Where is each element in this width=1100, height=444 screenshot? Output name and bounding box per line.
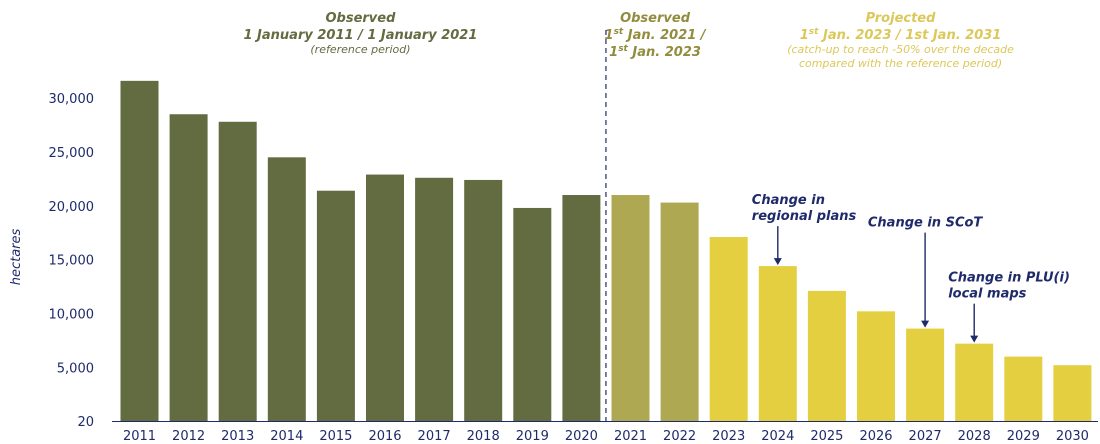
x-tick-label: 2030	[1056, 429, 1089, 444]
x-tick-label: 2026	[859, 429, 892, 444]
y-tick-label: 5,000	[57, 361, 94, 376]
x-tick-label: 2027	[909, 429, 942, 444]
x-tick-label: 2019	[516, 429, 549, 444]
x-tick-label: 2025	[810, 429, 843, 444]
bar-2017	[415, 177, 454, 421]
y-axis-ticks: 20 5,000 10,000 15,000 20,000 25,000 30,000	[49, 92, 95, 430]
x-tick-label: 2012	[172, 429, 205, 444]
annotation-arrow-head	[970, 335, 979, 343]
period-title-line: Observed	[620, 11, 691, 26]
x-tick-label: 2024	[761, 429, 794, 444]
period-title-line: 1 January 2011 / 1 January 2021	[243, 28, 477, 43]
x-tick-label: 2013	[221, 429, 254, 444]
bar-2018	[464, 179, 503, 421]
y-tick-label: 15,000	[49, 254, 95, 269]
y-tick-label: 30,000	[49, 92, 95, 107]
bar-2025	[807, 290, 846, 421]
y-tick-label: 20,000	[49, 200, 95, 215]
y-tick-label: 10,000	[49, 308, 95, 323]
period-subtitle-line: compared with the reference period)	[799, 57, 1002, 70]
period-title-line: 1st Jan. 2023	[609, 44, 701, 60]
bar-2026	[857, 311, 895, 421]
bar-2030	[1053, 365, 1092, 421]
annotation-line: Change in	[752, 193, 825, 208]
bar-2011	[120, 80, 159, 422]
y-tick-label: 20	[77, 415, 94, 430]
x-tick-label: 2011	[123, 429, 156, 444]
y-axis-label: hectares	[9, 228, 24, 285]
y-tick-label: 25,000	[49, 146, 95, 161]
x-tick-label: 2021	[614, 429, 647, 444]
x-tick-label: 2028	[958, 429, 991, 444]
bar-2020	[562, 195, 601, 421]
bar-2016	[366, 174, 404, 421]
bar-2014	[267, 157, 306, 421]
x-tick-label: 2018	[467, 429, 500, 444]
annotation-line: Change in PLU(i)	[948, 271, 1070, 286]
bar-2029	[1004, 356, 1043, 421]
period-title-line: 1st Jan. 2021 /	[605, 27, 707, 43]
x-tick-label: 2023	[712, 429, 745, 444]
x-axis-ticks: 2011 2012 2013 2014 2015 2016 2017 2018 2019 2020…	[123, 429, 1089, 444]
annotation-line: regional plans	[752, 209, 857, 224]
bar-2028	[955, 343, 994, 421]
y-axis-label-group: hectares	[9, 228, 24, 285]
bar-2024	[758, 266, 797, 421]
bar-2027	[906, 328, 945, 421]
x-tick-label: 2016	[368, 429, 401, 444]
annotation-line: local maps	[948, 287, 1026, 302]
period-subtitle-line: (catch-up to reach -50% over the decade	[787, 43, 1014, 56]
x-tick-label: 2022	[663, 429, 696, 444]
bar-2013	[218, 121, 257, 421]
annotation-arrow-head	[921, 320, 930, 328]
bars	[120, 80, 1092, 422]
x-tick-label: 2015	[319, 429, 352, 444]
annotation-arrow-head	[773, 258, 782, 266]
period-subtitle-line: (reference period)	[310, 43, 410, 56]
x-tick-label: 2017	[418, 429, 451, 444]
bar-2023	[709, 237, 748, 421]
bar-2022	[660, 202, 699, 421]
x-tick-label: 2020	[565, 429, 598, 444]
annotation-line: Change in SCoT	[868, 216, 984, 231]
period-title-line: Projected	[866, 11, 936, 26]
bar-2021	[611, 195, 650, 421]
x-tick-label: 2029	[1007, 429, 1040, 444]
bar-2015	[316, 190, 355, 421]
bar-2019	[513, 207, 552, 421]
period-title-line: Observed	[325, 11, 396, 26]
bar-2012	[169, 114, 208, 422]
x-tick-label: 2014	[270, 429, 303, 444]
period-title-line: 1st Jan. 2023 / 1st Jan. 2031	[800, 27, 1002, 43]
